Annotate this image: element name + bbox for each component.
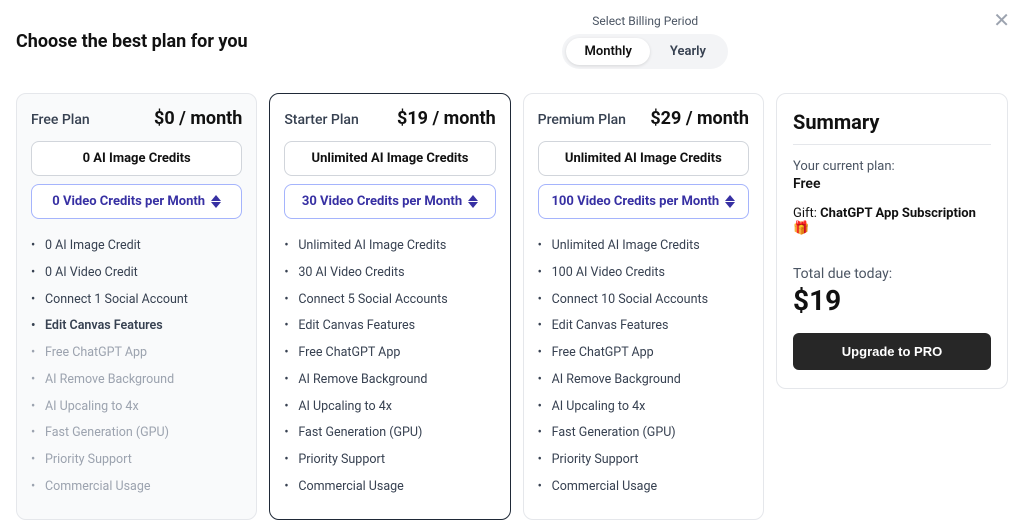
plan-feature: AI Upcaling to 4x (284, 394, 495, 421)
billing-option-yearly[interactable]: Yearly (652, 38, 724, 65)
plan-feature: AI Remove Background (284, 367, 495, 394)
plan-feature: 100 AI Video Credits (538, 260, 749, 287)
billing-option-monthly[interactable]: Monthly (566, 38, 649, 65)
gift-icon: 🎁 (793, 221, 809, 236)
plan-name: Premium Plan (538, 112, 626, 128)
gift-value: ChatGPT App Subscription (820, 206, 976, 221)
plan-feature: 0 AI Video Credit (31, 260, 242, 287)
summary-panel: Summary Your current plan: Free Gift: Ch… (776, 93, 1008, 389)
current-plan-label: Your current plan: (793, 159, 991, 174)
image-credits-label: Unlimited AI Image Credits (312, 151, 469, 166)
plan-feature: Commercial Usage (31, 474, 242, 501)
plan-price: $0 / month (154, 108, 242, 129)
upgrade-button[interactable]: Upgrade to PRO (793, 333, 991, 370)
plan-price: $19 / month (397, 108, 496, 129)
image-credits-label: 0 AI Image Credits (83, 151, 191, 166)
plan-feature: 0 AI Image Credit (31, 233, 242, 260)
plan-card-premium: Premium Plan $29 / month Unlimited AI Im… (523, 93, 764, 520)
plan-feature: Free ChatGPT App (284, 340, 495, 367)
page-title: Choose the best plan for you (16, 31, 248, 52)
image-credits-pill: 0 AI Image Credits (31, 141, 242, 176)
plan-feature: Unlimited AI Image Credits (538, 233, 749, 260)
plan-feature: AI Remove Background (538, 367, 749, 394)
plan-feature: Edit Canvas Features (31, 313, 242, 340)
plan-feature: Priority Support (31, 447, 242, 474)
plan-feature: AI Remove Background (31, 367, 242, 394)
video-credits-label: 0 Video Credits per Month (52, 194, 205, 209)
total-due-label: Total due today: (793, 266, 991, 282)
plan-feature: AI Upcaling to 4x (31, 394, 242, 421)
current-plan-value: Free (793, 176, 991, 192)
video-credits-label: 30 Video Credits per Month (302, 194, 462, 209)
video-credits-pill[interactable]: 100 Video Credits per Month (538, 184, 749, 219)
plan-feature: Commercial Usage (284, 474, 495, 501)
gift-prefix: Gift: (793, 206, 820, 221)
plan-name: Starter Plan (284, 112, 358, 128)
total-due-amount: $19 (793, 284, 991, 317)
stepper-icon[interactable] (211, 195, 221, 208)
summary-title: Summary (793, 110, 991, 145)
plan-feature: 30 AI Video Credits (284, 260, 495, 287)
plan-feature: Edit Canvas Features (538, 313, 749, 340)
gift-line: Gift: ChatGPT App Subscription 🎁 (793, 206, 991, 236)
plan-feature: Edit Canvas Features (284, 313, 495, 340)
video-credits-pill[interactable]: 30 Video Credits per Month (284, 184, 495, 219)
plan-feature: Unlimited AI Image Credits (284, 233, 495, 260)
plan-feature: Priority Support (284, 447, 495, 474)
billing-period-label: Select Billing Period (562, 14, 728, 28)
feature-list: Unlimited AI Image Credits100 AI Video C… (538, 233, 749, 501)
plan-feature: Free ChatGPT App (31, 340, 242, 367)
stepper-icon[interactable] (468, 195, 478, 208)
video-credits-pill[interactable]: 0 Video Credits per Month (31, 184, 242, 219)
plan-card-free: Free Plan $0 / month 0 AI Image Credits … (16, 93, 257, 520)
plan-feature: Priority Support (538, 447, 749, 474)
plan-feature: Fast Generation (GPU) (31, 420, 242, 447)
feature-list: Unlimited AI Image Credits30 AI Video Cr… (284, 233, 495, 501)
plan-feature: Connect 10 Social Accounts (538, 287, 749, 314)
plan-card-starter: Starter Plan $19 / month Unlimited AI Im… (269, 93, 510, 520)
feature-list: 0 AI Image Credit0 AI Video CreditConnec… (31, 233, 242, 501)
plan-feature: Free ChatGPT App (538, 340, 749, 367)
plan-feature: AI Upcaling to 4x (538, 394, 749, 421)
image-credits-pill: Unlimited AI Image Credits (538, 141, 749, 176)
plan-feature: Fast Generation (GPU) (538, 420, 749, 447)
plan-name: Free Plan (31, 112, 90, 128)
plan-feature: Connect 1 Social Account (31, 287, 242, 314)
plan-feature: Connect 5 Social Accounts (284, 287, 495, 314)
image-credits-pill: Unlimited AI Image Credits (284, 141, 495, 176)
plan-price: $29 / month (650, 108, 749, 129)
plan-feature: Fast Generation (GPU) (284, 420, 495, 447)
billing-period-selector: Select Billing Period Monthly Yearly (562, 14, 728, 69)
close-icon[interactable]: ✕ (993, 10, 1010, 30)
billing-toggle: Monthly Yearly (562, 34, 728, 69)
plan-feature: Commercial Usage (538, 474, 749, 501)
video-credits-label: 100 Video Credits per Month (551, 194, 719, 209)
image-credits-label: Unlimited AI Image Credits (565, 151, 722, 166)
stepper-icon[interactable] (725, 195, 735, 208)
